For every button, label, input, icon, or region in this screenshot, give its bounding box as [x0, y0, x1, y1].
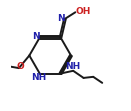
Text: N: N: [32, 32, 40, 41]
Text: O: O: [16, 62, 24, 71]
Text: OH: OH: [76, 7, 91, 16]
Text: N: N: [58, 14, 65, 23]
Text: NH: NH: [65, 62, 80, 71]
Text: NH: NH: [31, 73, 46, 82]
